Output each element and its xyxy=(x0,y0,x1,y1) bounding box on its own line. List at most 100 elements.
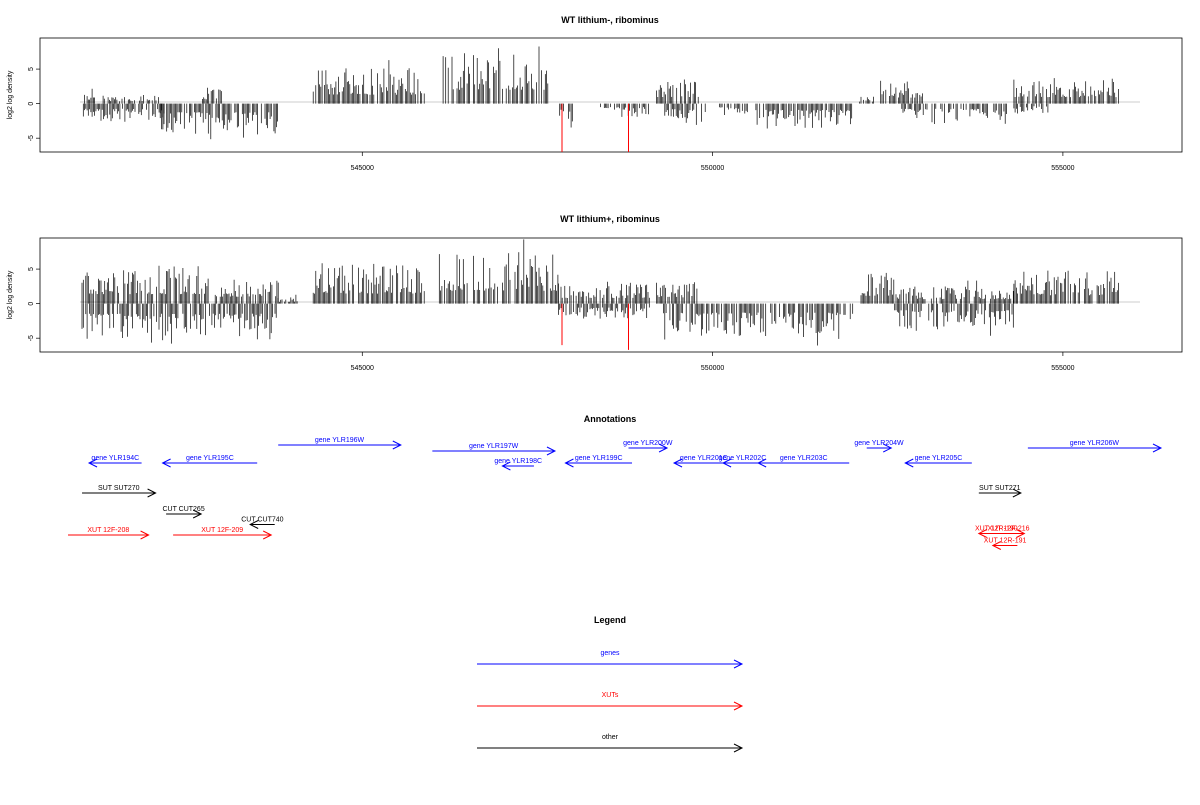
feature-arrowhead xyxy=(757,458,767,468)
feature-label: CUT CUT740 xyxy=(241,517,283,524)
annotation-feature: XUT 12F-209 xyxy=(173,527,273,540)
feature-label: gene YLR196W xyxy=(315,437,365,444)
legend-title: Legend xyxy=(594,615,626,625)
annotation-feature: CUT CUT740 xyxy=(241,517,284,529)
y-axis-label: log2 log density xyxy=(7,70,14,119)
annotation-feature: gene YLR198C xyxy=(494,458,542,471)
annotation-feature: gene YLR206W xyxy=(1027,440,1163,453)
annotation-feature: gene YLR194C xyxy=(87,455,142,468)
feature-arrowhead xyxy=(672,458,683,468)
feature-arrowhead xyxy=(546,446,557,456)
annotation-feature: gene YLR195C xyxy=(161,455,258,468)
plot-frame xyxy=(39,237,1183,353)
y-tick-label: 5 xyxy=(28,67,35,71)
annotation-feature: SUT SUT270 xyxy=(82,485,157,498)
feature-arrowhead xyxy=(1152,443,1163,453)
feature-arrowhead xyxy=(501,461,511,471)
legend-entry: other xyxy=(477,734,744,753)
x-tick-label: 550000 xyxy=(701,165,724,172)
x-tick-label: 545000 xyxy=(351,165,374,172)
feature-arrowhead xyxy=(733,659,744,669)
annotation-feature: gene YLR200W xyxy=(623,440,673,453)
feature-label: gene YLR206W xyxy=(1070,440,1120,447)
x-tick-label: 555000 xyxy=(1051,365,1074,372)
y-tick-label: -5 xyxy=(28,135,35,141)
legend-label: other xyxy=(602,734,619,741)
annotation-feature: gene YLR199C xyxy=(564,455,633,468)
x-axis-ticks: 545000 550000 555000 xyxy=(351,152,1075,172)
feature-label: SUT SUT271 xyxy=(979,485,1021,492)
legend-label: genes xyxy=(600,650,620,657)
feature-label: gene YLR202C xyxy=(719,455,767,462)
feature-arrowhead xyxy=(564,458,574,468)
annotation-feature: gene YLR205C xyxy=(904,455,972,468)
feature-label: gene YLR203C xyxy=(780,455,828,462)
x-axis-ticks: 545000 550000 555000 xyxy=(351,352,1075,372)
annotations-title: Annotations xyxy=(584,414,637,424)
feature-label: gene YLR199C xyxy=(575,455,623,462)
feature-label: gene YLR201C xyxy=(680,455,728,462)
feature-label: gene YLR200W xyxy=(623,440,673,447)
annotation-feature: XUT 12F-216 xyxy=(988,526,1030,538)
feature-label: XUT 12F-216 xyxy=(988,526,1030,533)
feature-label: XUT 12R-190 xyxy=(975,526,1018,533)
feature-label: gene YLR194C xyxy=(91,455,139,462)
feature-arrowhead xyxy=(733,701,744,711)
annotation-feature: SUT SUT271 xyxy=(978,485,1022,498)
plot-frame xyxy=(39,37,1183,153)
annotation-features: gene YLR194C gene YLR195C gene YLR196W gene… xyxy=(68,437,1163,550)
feature-arrowhead xyxy=(392,440,402,450)
feature-arrowhead xyxy=(733,743,744,753)
y-tick-label: 0 xyxy=(28,102,35,106)
feature-arrowhead xyxy=(883,443,893,453)
feature-label: gene YLR205C xyxy=(915,455,963,462)
annotation-feature: XUT 12F-208 xyxy=(68,527,150,540)
annotation-feature: gene YLR204W xyxy=(854,440,904,453)
feature-arrowhead xyxy=(147,488,157,498)
legend-label: XUTs xyxy=(602,692,619,699)
feature-arrowhead xyxy=(721,458,732,468)
feature-arrowhead xyxy=(977,529,988,538)
annotation-feature: gene YLR196W xyxy=(278,437,402,450)
feature-label: gene YLR204W xyxy=(854,440,904,447)
feature-label: CUT CUT265 xyxy=(162,506,204,513)
feature-arrowhead xyxy=(658,443,669,453)
feature-arrowhead xyxy=(140,530,150,540)
feature-arrowhead xyxy=(262,530,273,540)
x-tick-label: 550000 xyxy=(701,365,724,372)
x-tick-label: 545000 xyxy=(351,365,374,372)
annotations-panel: Annotations gene YLR194C gene YLR195Cgene… xyxy=(68,414,1163,550)
x-tick-label: 555000 xyxy=(1051,165,1074,172)
coverage-bars xyxy=(82,46,1119,152)
annotation-feature: CUT CUT265 xyxy=(162,506,205,519)
feature-arrowhead xyxy=(161,458,171,468)
legend-panel: Legend genes XUTs other xyxy=(477,615,744,753)
feature-arrowhead xyxy=(87,458,98,468)
feature-arrowhead xyxy=(249,520,259,529)
feature-arrowhead xyxy=(192,509,203,519)
legend-entry: genes xyxy=(477,650,744,669)
y-tick-label: -5 xyxy=(28,335,35,341)
panel-title: WT lithium+, ribominus xyxy=(560,214,660,224)
panel-lithium-minus: WT lithium-, ribominus log2 log density … xyxy=(7,15,1183,172)
feature-arrowhead xyxy=(1016,529,1026,538)
feature-label: SUT SUT270 xyxy=(98,485,140,492)
feature-arrowhead xyxy=(991,541,1002,550)
y-axis-ticks: -5 0 5 xyxy=(28,67,40,141)
y-tick-label: 5 xyxy=(28,267,35,271)
annotation-feature: gene YLR203C xyxy=(757,455,850,468)
annotation-feature: gene YLR197W xyxy=(432,443,557,456)
feature-label: gene YLR195C xyxy=(186,455,234,462)
panel-title: WT lithium-, ribominus xyxy=(561,15,659,25)
feature-label: XUT 12R-191 xyxy=(984,538,1027,545)
y-tick-label: 0 xyxy=(28,302,35,306)
coverage-bars xyxy=(81,239,1119,350)
y-axis-label: log2 log density xyxy=(7,270,14,319)
feature-label: gene YLR197W xyxy=(469,443,519,450)
feature-label: XUT 12F-209 xyxy=(201,527,243,534)
panel-lithium-plus: WT lithium+, ribominus log2 log density … xyxy=(7,214,1183,372)
y-axis-ticks: -5 0 5 xyxy=(28,267,40,341)
legend-entries: genes XUTs other xyxy=(477,650,744,753)
